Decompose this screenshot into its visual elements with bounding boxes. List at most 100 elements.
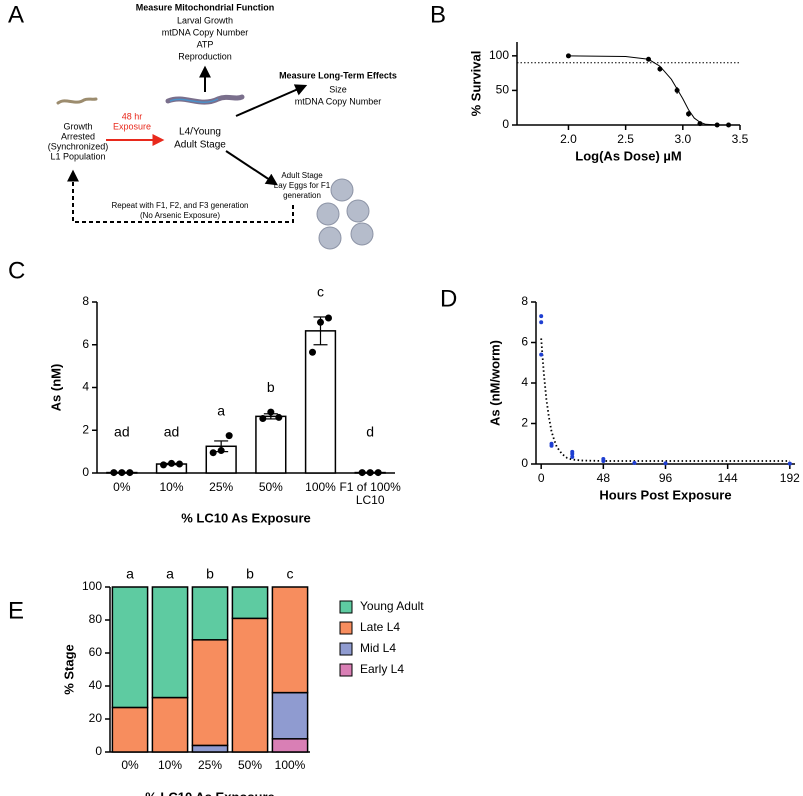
y-tick-label: 100 bbox=[82, 579, 102, 593]
arrow bbox=[225, 150, 279, 186]
start-text: L1 Population bbox=[50, 151, 105, 161]
fit-curve bbox=[540, 338, 790, 462]
x-tick-label: 2.5 bbox=[617, 132, 634, 146]
y-tick-label: 2 bbox=[82, 422, 89, 436]
mito-item: Reproduction bbox=[178, 51, 232, 61]
point bbox=[275, 413, 283, 421]
x-tick-label: 100% bbox=[305, 481, 336, 494]
group-letter: b bbox=[246, 566, 254, 582]
adult-text: Adult Stage bbox=[281, 171, 323, 180]
panel-label: C bbox=[8, 257, 25, 284]
exposure-text: Exposure bbox=[113, 121, 151, 131]
group-letter: b bbox=[267, 379, 275, 395]
point bbox=[225, 432, 233, 440]
point bbox=[267, 408, 275, 416]
x-tick-label: 100% bbox=[275, 758, 306, 772]
point bbox=[570, 454, 575, 459]
point bbox=[726, 122, 732, 128]
point bbox=[570, 449, 575, 454]
bar-segment bbox=[151, 586, 189, 699]
worm-detail bbox=[169, 98, 219, 104]
adult-text: Lay Eggs for F1 bbox=[274, 181, 331, 190]
y-tick-label: 4 bbox=[82, 380, 89, 394]
worm bbox=[56, 97, 98, 105]
y-tick-label: 100 bbox=[489, 48, 509, 62]
panel-label: A bbox=[8, 1, 24, 28]
point bbox=[539, 352, 544, 357]
bar-segment bbox=[111, 706, 149, 753]
fit-curve bbox=[568, 55, 729, 126]
group-letter: b bbox=[206, 566, 214, 582]
group-letter: d bbox=[366, 424, 374, 440]
x-tick-label: 0% bbox=[121, 758, 139, 772]
x-tick-label-box: F1 of 100% LC10 bbox=[339, 481, 400, 507]
group-letter: c bbox=[317, 284, 324, 300]
point bbox=[539, 320, 544, 325]
mito-item: ATP bbox=[197, 39, 214, 49]
y-tick-label: 6 bbox=[82, 337, 89, 351]
start-text: Growth bbox=[63, 121, 92, 131]
point bbox=[118, 469, 126, 477]
point bbox=[317, 318, 324, 326]
x-tick-label-box: 25% bbox=[209, 481, 234, 494]
y-axis-label: % Stage bbox=[61, 644, 76, 695]
bar-segment bbox=[191, 586, 229, 641]
legend-label: Late L4 bbox=[360, 620, 400, 634]
x-tick-label: 96 bbox=[659, 471, 673, 485]
long-item: Size bbox=[329, 84, 347, 94]
x-tick-label-box: 10% bbox=[159, 481, 183, 494]
stage-text: L4/Young bbox=[179, 127, 221, 138]
long-item: mtDNA Copy Number bbox=[295, 96, 382, 106]
group-letter: ad bbox=[164, 424, 180, 440]
point bbox=[176, 460, 183, 468]
adult-text: generation bbox=[283, 191, 321, 200]
mito-title: Measure Mitochondrial Function bbox=[136, 2, 275, 12]
point bbox=[657, 66, 663, 72]
point bbox=[601, 456, 606, 461]
x-tick-label: 50% bbox=[238, 758, 262, 772]
point bbox=[217, 447, 225, 455]
point bbox=[565, 53, 571, 59]
y-axis-label: % Survival bbox=[468, 51, 483, 117]
exposure-text: 48 hr bbox=[122, 111, 143, 121]
panel-label: B bbox=[430, 1, 446, 28]
legend-label: Young Adult bbox=[360, 599, 424, 613]
x-tick-label: 144 bbox=[718, 471, 738, 485]
bar-segment bbox=[231, 617, 269, 753]
y-tick-label: 8 bbox=[82, 294, 89, 308]
point bbox=[663, 461, 668, 466]
point bbox=[126, 469, 134, 477]
point bbox=[714, 122, 720, 128]
bar-segment bbox=[231, 586, 269, 620]
x-axis-label: Hours Post Exposure bbox=[599, 487, 731, 502]
repeat-arrow bbox=[67, 169, 294, 223]
start-text: (Synchronized) bbox=[48, 141, 109, 151]
y-tick-label: 6 bbox=[521, 335, 528, 349]
point bbox=[686, 111, 692, 117]
x-tick-label: 50% bbox=[258, 481, 283, 494]
group-letter: ad bbox=[114, 424, 130, 440]
y-tick-label: 0 bbox=[521, 456, 528, 470]
x-tick-label: 192 bbox=[780, 471, 800, 485]
y-tick-label: 8 bbox=[521, 294, 528, 308]
mito-item: mtDNA Copy Number bbox=[162, 27, 249, 37]
legend-swatch bbox=[339, 642, 353, 656]
x-tick-label: 25% bbox=[198, 758, 222, 772]
repeat-text: (No Arsenic Exposure) bbox=[140, 211, 220, 220]
point bbox=[697, 121, 703, 127]
point bbox=[325, 314, 332, 322]
bar-segment bbox=[151, 696, 189, 753]
bar-segment bbox=[271, 691, 309, 740]
point bbox=[549, 443, 554, 448]
y-tick-label: 0 bbox=[502, 117, 509, 131]
y-tick-label: 0 bbox=[95, 744, 102, 758]
y-tick-label: 40 bbox=[89, 678, 103, 692]
y-tick-label: 80 bbox=[89, 612, 103, 626]
legend-swatch bbox=[339, 621, 353, 635]
point bbox=[674, 87, 680, 93]
point bbox=[168, 459, 175, 467]
x-tick-label: 25% bbox=[209, 481, 234, 494]
legend-label: Mid L4 bbox=[360, 641, 396, 655]
group-letter: a bbox=[217, 402, 225, 418]
